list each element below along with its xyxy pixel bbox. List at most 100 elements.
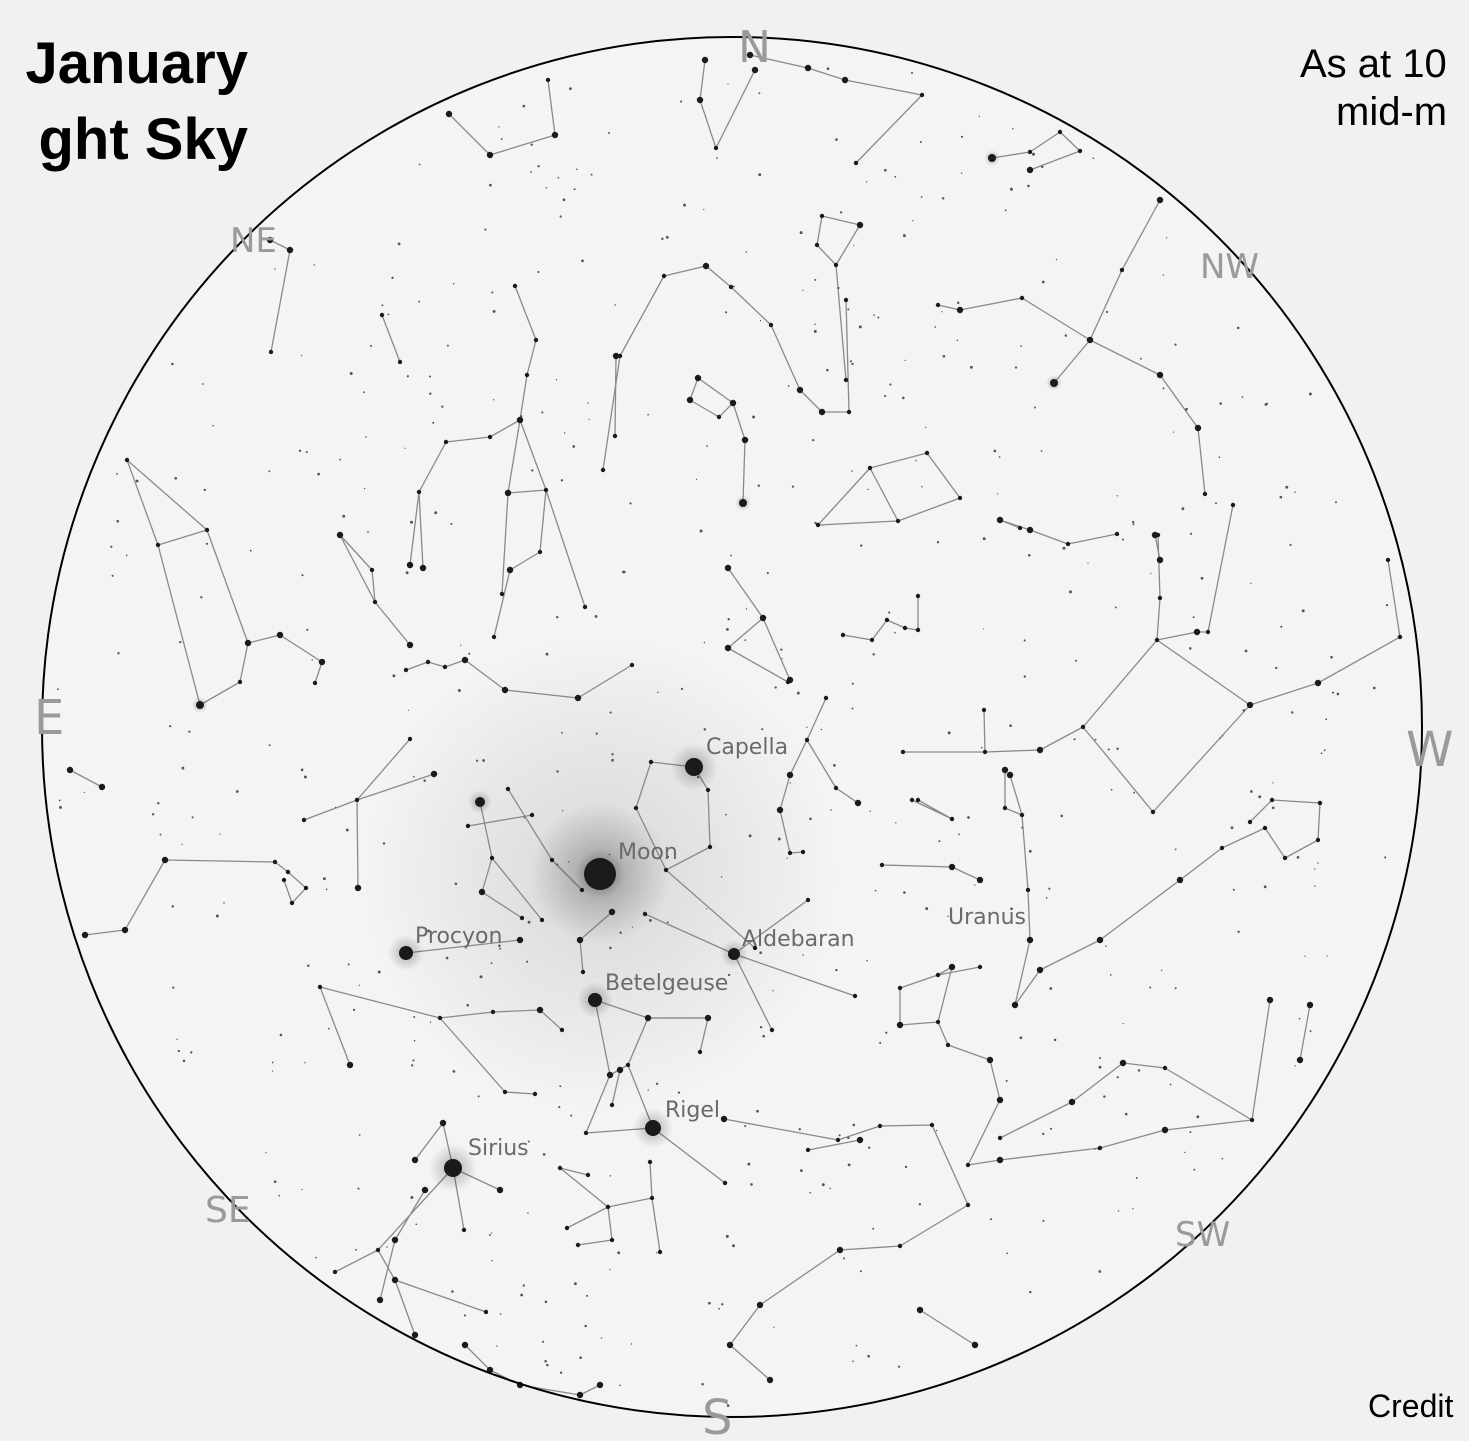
star xyxy=(900,749,906,755)
faint-star xyxy=(125,554,128,557)
faint-star xyxy=(116,519,119,523)
faint-star xyxy=(1271,806,1275,810)
star xyxy=(1385,557,1391,563)
faint-star xyxy=(879,1041,882,1044)
star xyxy=(1036,746,1044,754)
star xyxy=(739,499,747,507)
star xyxy=(852,993,858,999)
faint-star xyxy=(998,456,1001,458)
star xyxy=(506,566,514,574)
faint-star xyxy=(200,596,203,599)
faint-star xyxy=(590,173,593,176)
faint-star xyxy=(235,790,239,793)
faint-star xyxy=(273,1180,277,1184)
star xyxy=(285,869,291,875)
faint-star xyxy=(1049,987,1053,990)
star xyxy=(1247,819,1253,825)
star xyxy=(759,614,767,622)
star xyxy=(576,936,584,944)
faint-star xyxy=(418,300,421,303)
faint-star xyxy=(802,954,804,956)
faint-star xyxy=(477,1095,480,1098)
star xyxy=(879,862,885,868)
star xyxy=(796,386,804,394)
faint-star xyxy=(491,291,494,294)
star xyxy=(915,627,921,633)
faint-star xyxy=(1174,848,1177,851)
constellation-segment xyxy=(999,519,1021,529)
faint-star xyxy=(758,92,761,95)
star xyxy=(713,145,719,151)
faint-star xyxy=(1280,625,1283,628)
faint-star xyxy=(996,493,999,495)
star xyxy=(1002,805,1008,811)
faint-star xyxy=(555,615,559,619)
faint-star xyxy=(1109,974,1112,976)
faint-star xyxy=(349,372,353,375)
faint-star xyxy=(203,488,206,492)
star xyxy=(533,337,539,343)
star xyxy=(609,1237,615,1243)
star xyxy=(804,737,810,743)
faint-star xyxy=(1094,1148,1096,1150)
constellation-segment xyxy=(479,801,523,919)
star xyxy=(461,1341,469,1349)
faint-star xyxy=(647,1089,649,1091)
faint-star xyxy=(727,83,729,85)
star xyxy=(616,1066,624,1074)
faint-star xyxy=(562,198,566,202)
faint-star xyxy=(526,960,529,963)
faint-star xyxy=(559,1085,562,1088)
faint-star xyxy=(1384,856,1387,859)
faint-star xyxy=(1169,1083,1172,1086)
faint-star xyxy=(265,1152,267,1154)
faint-star xyxy=(1140,357,1142,360)
star xyxy=(376,1296,384,1304)
star xyxy=(1017,525,1023,531)
faint-star xyxy=(561,810,564,812)
faint-star xyxy=(759,1026,763,1029)
label-sirius: Sirius xyxy=(468,1136,529,1161)
faint-star xyxy=(1073,738,1076,741)
faint-star xyxy=(1230,826,1234,830)
compass-nw: NW xyxy=(1200,247,1259,287)
faint-star xyxy=(391,276,394,279)
faint-star xyxy=(748,834,752,838)
faint-star xyxy=(556,770,559,773)
faint-star xyxy=(1244,649,1248,653)
star xyxy=(815,522,821,528)
star xyxy=(585,1172,591,1178)
faint-star xyxy=(1189,532,1193,535)
star xyxy=(1246,701,1254,709)
faint-star xyxy=(405,571,409,575)
faint-star xyxy=(1258,795,1262,799)
faint-star xyxy=(752,415,756,419)
faint-star xyxy=(212,424,214,427)
star xyxy=(1219,845,1225,851)
faint-star xyxy=(611,753,614,756)
faint-star xyxy=(777,837,781,841)
faint-star xyxy=(826,368,829,372)
star xyxy=(644,1014,652,1022)
faint-star xyxy=(609,1175,612,1177)
faint-star xyxy=(989,1218,993,1221)
faint-star xyxy=(527,920,531,924)
faint-star xyxy=(730,554,732,557)
star xyxy=(1317,800,1323,806)
faint-star xyxy=(557,176,560,179)
faint-star xyxy=(787,385,790,387)
faint-star xyxy=(630,1343,633,1345)
constellation-segment xyxy=(665,869,756,949)
faint-star xyxy=(482,759,485,762)
faint-star xyxy=(858,325,862,329)
faint-star xyxy=(392,674,396,678)
faint-star xyxy=(530,143,533,146)
constellation-segment xyxy=(559,1167,661,1253)
constellation-segment xyxy=(1249,559,1401,706)
faint-star xyxy=(1219,737,1221,740)
star xyxy=(574,694,582,702)
faint-star xyxy=(479,975,483,979)
faint-star xyxy=(271,1070,274,1072)
faint-star xyxy=(1294,491,1296,493)
star xyxy=(1205,629,1211,635)
